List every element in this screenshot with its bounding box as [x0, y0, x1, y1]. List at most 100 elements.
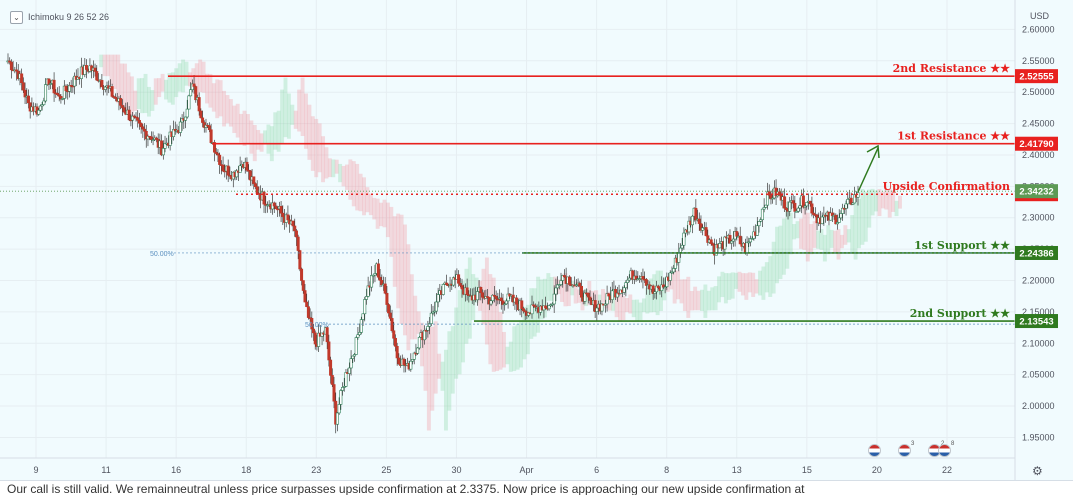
cloud-segment: [641, 298, 646, 313]
cloud-segment: [297, 89, 302, 132]
candle-body: [337, 404, 341, 414]
candle-body: [641, 276, 645, 280]
chart-frame: 2nd Resistance ★★ 1st Resistance ★★ Upside…: [0, 0, 1073, 481]
cloud-segment: [317, 123, 322, 173]
candle-body: [306, 306, 310, 318]
time-axis[interactable]: 9 11 16 18 23 25 30 Apr 6 8 13 15 20 22: [33, 465, 952, 475]
cloud-segment: [348, 159, 353, 200]
cloud-segment: [525, 304, 530, 355]
cloud-segment: [795, 221, 800, 239]
cloud-segment: [382, 199, 387, 228]
cloud-segment: [327, 158, 332, 178]
candle-body: [344, 372, 348, 387]
candle-body: [748, 238, 752, 243]
candle-body: [347, 367, 351, 374]
cloud-segment: [242, 110, 247, 146]
cloud-segment: [887, 188, 892, 218]
candle-body: [100, 79, 104, 88]
cloud-segment: [423, 337, 428, 391]
candle-body: [836, 222, 840, 225]
candle-body: [791, 200, 795, 204]
candle-body: [486, 296, 490, 298]
candle-body: [595, 307, 599, 312]
cloud-segment: [570, 280, 575, 296]
candle-body: [718, 243, 722, 249]
indicator-label[interactable]: Ichimoku 9 26 52 26: [28, 12, 110, 22]
cloud-segment: [717, 276, 721, 303]
candle-body: [392, 330, 396, 339]
candle-body: [665, 276, 669, 288]
projection-arrow: [857, 144, 880, 193]
cloud-segment: [245, 114, 250, 145]
candle-body: [755, 225, 759, 236]
price-axis[interactable]: 2.600002.550002.500002.450002.400002.350…: [1022, 24, 1055, 442]
x-tick-label: Apr: [520, 465, 534, 475]
candle-body: [245, 161, 249, 171]
cloud-segment: [560, 278, 564, 302]
cloud-segment: [764, 262, 769, 293]
candle-body: [849, 197, 853, 205]
candle-body: [395, 345, 399, 359]
candle-body: [8, 60, 12, 63]
cloud-segment: [860, 188, 865, 245]
us-flag-icon[interactable]: [938, 444, 951, 457]
candle-body: [445, 282, 449, 286]
us-flag-icon[interactable]: [898, 444, 911, 457]
gear-icon[interactable]: ⚙: [1032, 464, 1043, 478]
cloud-segment: [338, 163, 343, 183]
cloud-segment: [730, 272, 735, 299]
candle-body: [61, 98, 65, 100]
cloud-segment: [566, 277, 571, 307]
candle-body: [15, 69, 19, 72]
candle-body: [305, 301, 309, 307]
candle-body: [457, 274, 461, 284]
candle-body: [380, 280, 384, 285]
y-tick-label: 2.20000: [1022, 276, 1055, 286]
candle-body: [143, 128, 147, 132]
x-tick-label: 15: [802, 465, 812, 475]
us-flag-icon[interactable]: [868, 444, 881, 457]
candle-body: [856, 192, 860, 198]
candle-body: [830, 212, 834, 216]
cloud-segment: [628, 294, 633, 314]
candle-body: [387, 304, 391, 314]
cloud-segment: [723, 273, 728, 304]
cloud-segment: [164, 79, 168, 100]
cloud-segment: [389, 206, 394, 257]
candle-body: [760, 208, 764, 221]
cloud-segment: [768, 256, 773, 297]
cloud-segment: [225, 95, 230, 124]
cloud-segment: [273, 112, 278, 150]
candle-body: [678, 247, 682, 253]
candle-body: [451, 277, 455, 286]
candle-body: [431, 311, 435, 314]
candle-body: [634, 275, 638, 280]
cloud-segment: [443, 349, 448, 431]
cloud-segment: [143, 73, 148, 114]
candle-body: [221, 164, 225, 172]
cloud-segment: [802, 201, 807, 250]
candle-body: [281, 212, 285, 217]
candle-body: [201, 117, 205, 123]
cloud-segment: [792, 224, 797, 240]
candle-body: [436, 294, 440, 303]
candle-body: [274, 205, 278, 210]
candle-body: [841, 207, 845, 214]
candle-body: [767, 191, 771, 196]
chevron-down-icon[interactable]: ⌄: [10, 11, 23, 24]
candle-body: [44, 84, 48, 102]
candle-body: [422, 329, 426, 341]
candle-body: [37, 109, 41, 115]
candle-body: [834, 214, 838, 225]
cloud-segment: [727, 273, 732, 300]
candle-body: [492, 294, 496, 297]
cloud-segment: [734, 272, 739, 289]
cloud-segment: [829, 229, 834, 248]
x-tick-label: 8: [664, 465, 669, 475]
candle-body: [593, 300, 597, 312]
cloud-segment: [819, 229, 824, 250]
x-tick-label: 18: [241, 465, 251, 475]
cloud-segment: [505, 346, 510, 365]
price-chart[interactable]: 2nd Resistance ★★ 1st Resistance ★★ Upside…: [0, 0, 1073, 480]
candle-body: [411, 359, 415, 362]
